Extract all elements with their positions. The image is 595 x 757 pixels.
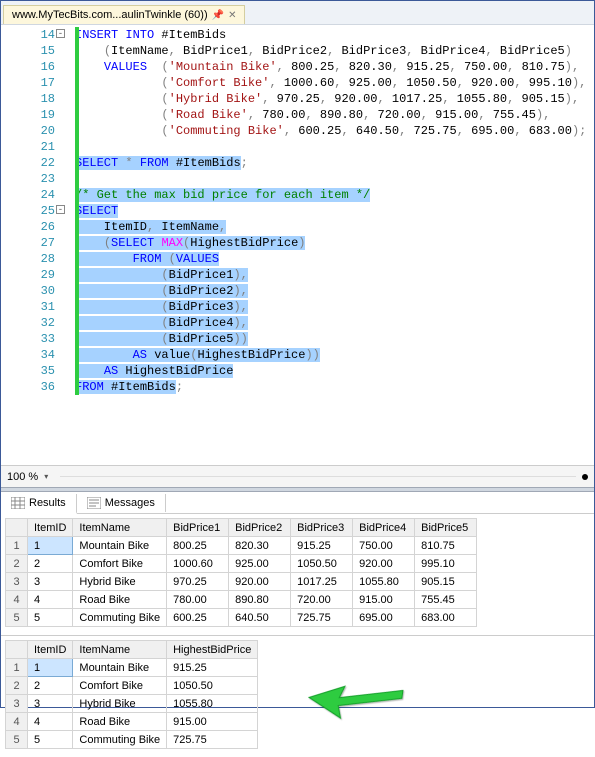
- tab-messages-label: Messages: [105, 497, 155, 509]
- arrow-icon: [301, 676, 411, 726]
- results-grid-2-wrap: ItemIDItemNameHighestBidPrice11Mountain …: [1, 635, 594, 757]
- messages-icon: [87, 497, 101, 509]
- zoom-handle[interactable]: [582, 474, 588, 480]
- tab-results[interactable]: Results: [1, 494, 77, 514]
- tab-title: www.MyTecBits.com...aulinTwinkle (60)): [12, 9, 208, 21]
- tab-results-label: Results: [29, 497, 66, 509]
- close-icon[interactable]: ✕: [228, 10, 236, 21]
- zoom-value: 100 %: [7, 471, 38, 483]
- zoom-bar: 100 % ▾: [1, 465, 594, 487]
- results-grid-2[interactable]: ItemIDItemNameHighestBidPrice11Mountain …: [5, 640, 258, 749]
- zoom-chevron-icon[interactable]: ▾: [44, 472, 48, 481]
- results-tabbar: Results Messages: [1, 492, 594, 514]
- results-icon: [11, 497, 25, 509]
- results-grid-1[interactable]: ItemIDItemNameBidPrice1BidPrice2BidPrice…: [5, 518, 477, 627]
- line-gutter: 14-1516171819202122232425-26272829303132…: [1, 25, 61, 465]
- code-area[interactable]: INSERT INTO #ItemBids (ItemName, BidPric…: [61, 25, 594, 465]
- tab-bar: www.MyTecBits.com...aulinTwinkle (60)) 📌…: [1, 1, 594, 25]
- pin-icon[interactable]: 📌: [212, 10, 224, 21]
- file-tab[interactable]: www.MyTecBits.com...aulinTwinkle (60)) 📌…: [3, 5, 245, 24]
- code-editor[interactable]: 14-1516171819202122232425-26272829303132…: [1, 25, 594, 465]
- results-grid-1-wrap: ItemIDItemNameBidPrice1BidPrice2BidPrice…: [1, 514, 594, 635]
- tab-messages[interactable]: Messages: [77, 494, 166, 512]
- zoom-track: [60, 476, 576, 477]
